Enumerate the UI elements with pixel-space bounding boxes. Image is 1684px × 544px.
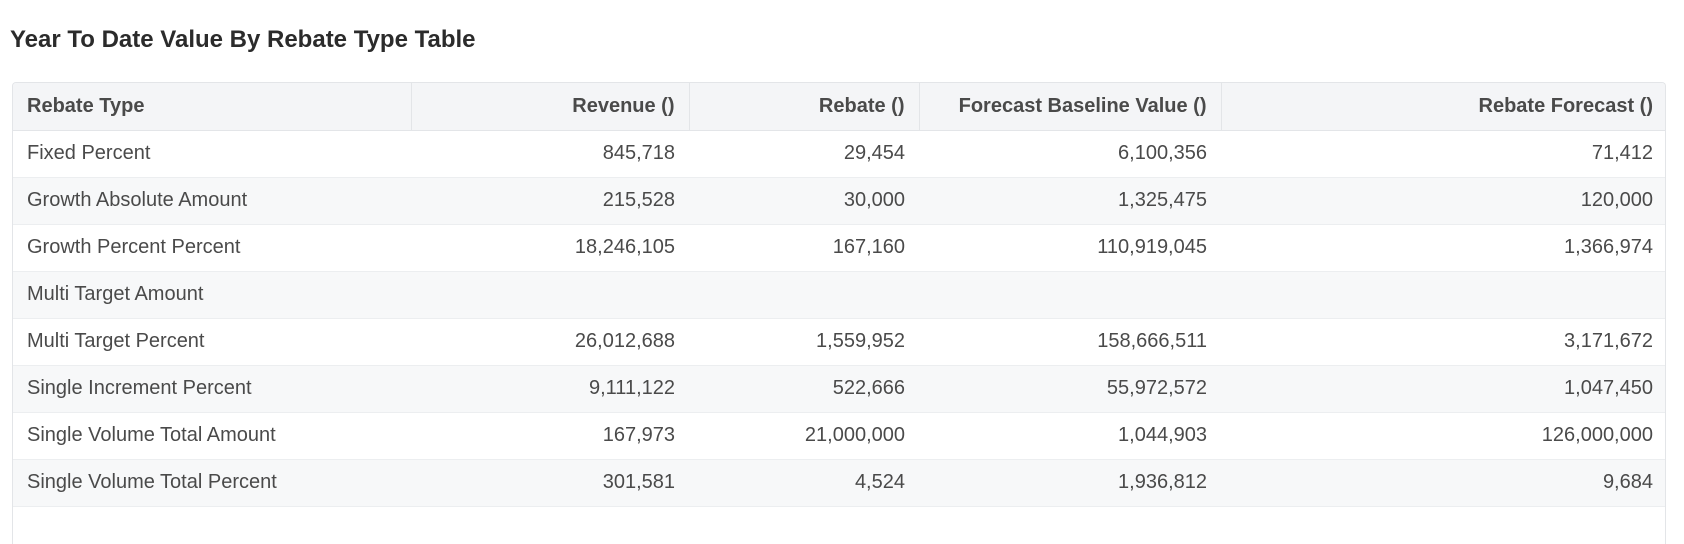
value-cell: 6,100,356: [919, 130, 1221, 178]
value-cell: [919, 271, 1221, 319]
value-cell: 522,666: [689, 365, 919, 413]
value-cell: 110,919,045: [919, 224, 1221, 272]
page-title: Year To Date Value By Rebate Type Table: [10, 26, 476, 53]
value-cell: [1221, 271, 1665, 319]
rebate-type-cell: Multi Target Amount: [13, 271, 411, 319]
column-header[interactable]: Revenue (): [410, 83, 689, 131]
table-row: Single Volume Total Percent 301,581 4,524 1…: [13, 459, 1665, 507]
value-cell: 9,111,122: [411, 365, 689, 413]
column-header[interactable]: Rebate (): [688, 83, 919, 131]
rebate-type-cell: Growth Percent Percent: [13, 224, 411, 272]
table-row: Fixed Percent 845,718 29,454 6,100,356 71,41…: [13, 130, 1665, 178]
table-row: Growth Percent Percent 18,246,105 167,160 1…: [13, 224, 1665, 272]
rebate-type-table: Rebate Type Revenue () Rebate () Forecast B…: [13, 83, 1665, 507]
value-cell: 71,412: [1221, 130, 1665, 178]
rebate-type-cell: Multi Target Percent: [13, 318, 411, 366]
value-cell: 1,936,812: [919, 459, 1221, 507]
value-cell: [411, 271, 689, 319]
value-cell: 167,973: [411, 412, 689, 460]
value-cell: 1,559,952: [689, 318, 919, 366]
rebate-type-cell: Single Volume Total Amount: [13, 412, 411, 460]
value-cell: [689, 271, 919, 319]
table-row: Single Volume Total Amount 167,973 21,000,…: [13, 412, 1665, 460]
value-cell: 30,000: [689, 177, 919, 225]
value-cell: 4,524: [689, 459, 919, 507]
value-cell: 29,454: [689, 130, 919, 178]
value-cell: 126,000,000: [1221, 412, 1665, 460]
value-cell: 167,160: [689, 224, 919, 272]
value-cell: 26,012,688: [411, 318, 689, 366]
value-cell: 9,684: [1221, 459, 1665, 507]
value-cell: 1,044,903: [919, 412, 1221, 460]
value-cell: 55,972,572: [919, 365, 1221, 413]
value-cell: 1,366,974: [1221, 224, 1665, 272]
value-cell: 1,047,450: [1221, 365, 1665, 413]
rebate-type-cell: Fixed Percent: [13, 130, 411, 178]
table-row: Multi Target Amount: [13, 271, 1665, 319]
value-cell: 21,000,000: [689, 412, 919, 460]
column-header[interactable]: Rebate Type: [13, 83, 411, 131]
rebate-type-cell: Single Volume Total Percent: [13, 459, 411, 507]
value-cell: 120,000: [1221, 177, 1665, 225]
value-cell: 3,171,672: [1221, 318, 1665, 366]
column-header[interactable]: Forecast Baseline Value (): [918, 83, 1221, 131]
table-row: Growth Absolute Amount 215,528 30,000 1,325…: [13, 177, 1665, 225]
value-cell: 1,325,475: [919, 177, 1221, 225]
value-cell: 845,718: [411, 130, 689, 178]
table-row: Multi Target Percent 26,012,688 1,559,952 1…: [13, 318, 1665, 366]
column-header[interactable]: Rebate Forecast (): [1220, 83, 1665, 131]
value-cell: 215,528: [411, 177, 689, 225]
value-cell: 18,246,105: [411, 224, 689, 272]
table-body: Fixed Percent 845,718 29,454 6,100,356 71,41…: [13, 130, 1665, 507]
value-cell: 301,581: [411, 459, 689, 507]
table-row: Single Increment Percent 9,111,122 522,666…: [13, 365, 1665, 413]
rebate-type-table-container[interactable]: Rebate Type Revenue () Rebate () Forecast B…: [12, 82, 1666, 544]
rebate-type-cell: Single Increment Percent: [13, 365, 411, 413]
rebate-type-cell: Growth Absolute Amount: [13, 177, 411, 225]
value-cell: 158,666,511: [919, 318, 1221, 366]
table-header-row: Rebate Type Revenue () Rebate () Forecast B…: [13, 83, 1665, 131]
